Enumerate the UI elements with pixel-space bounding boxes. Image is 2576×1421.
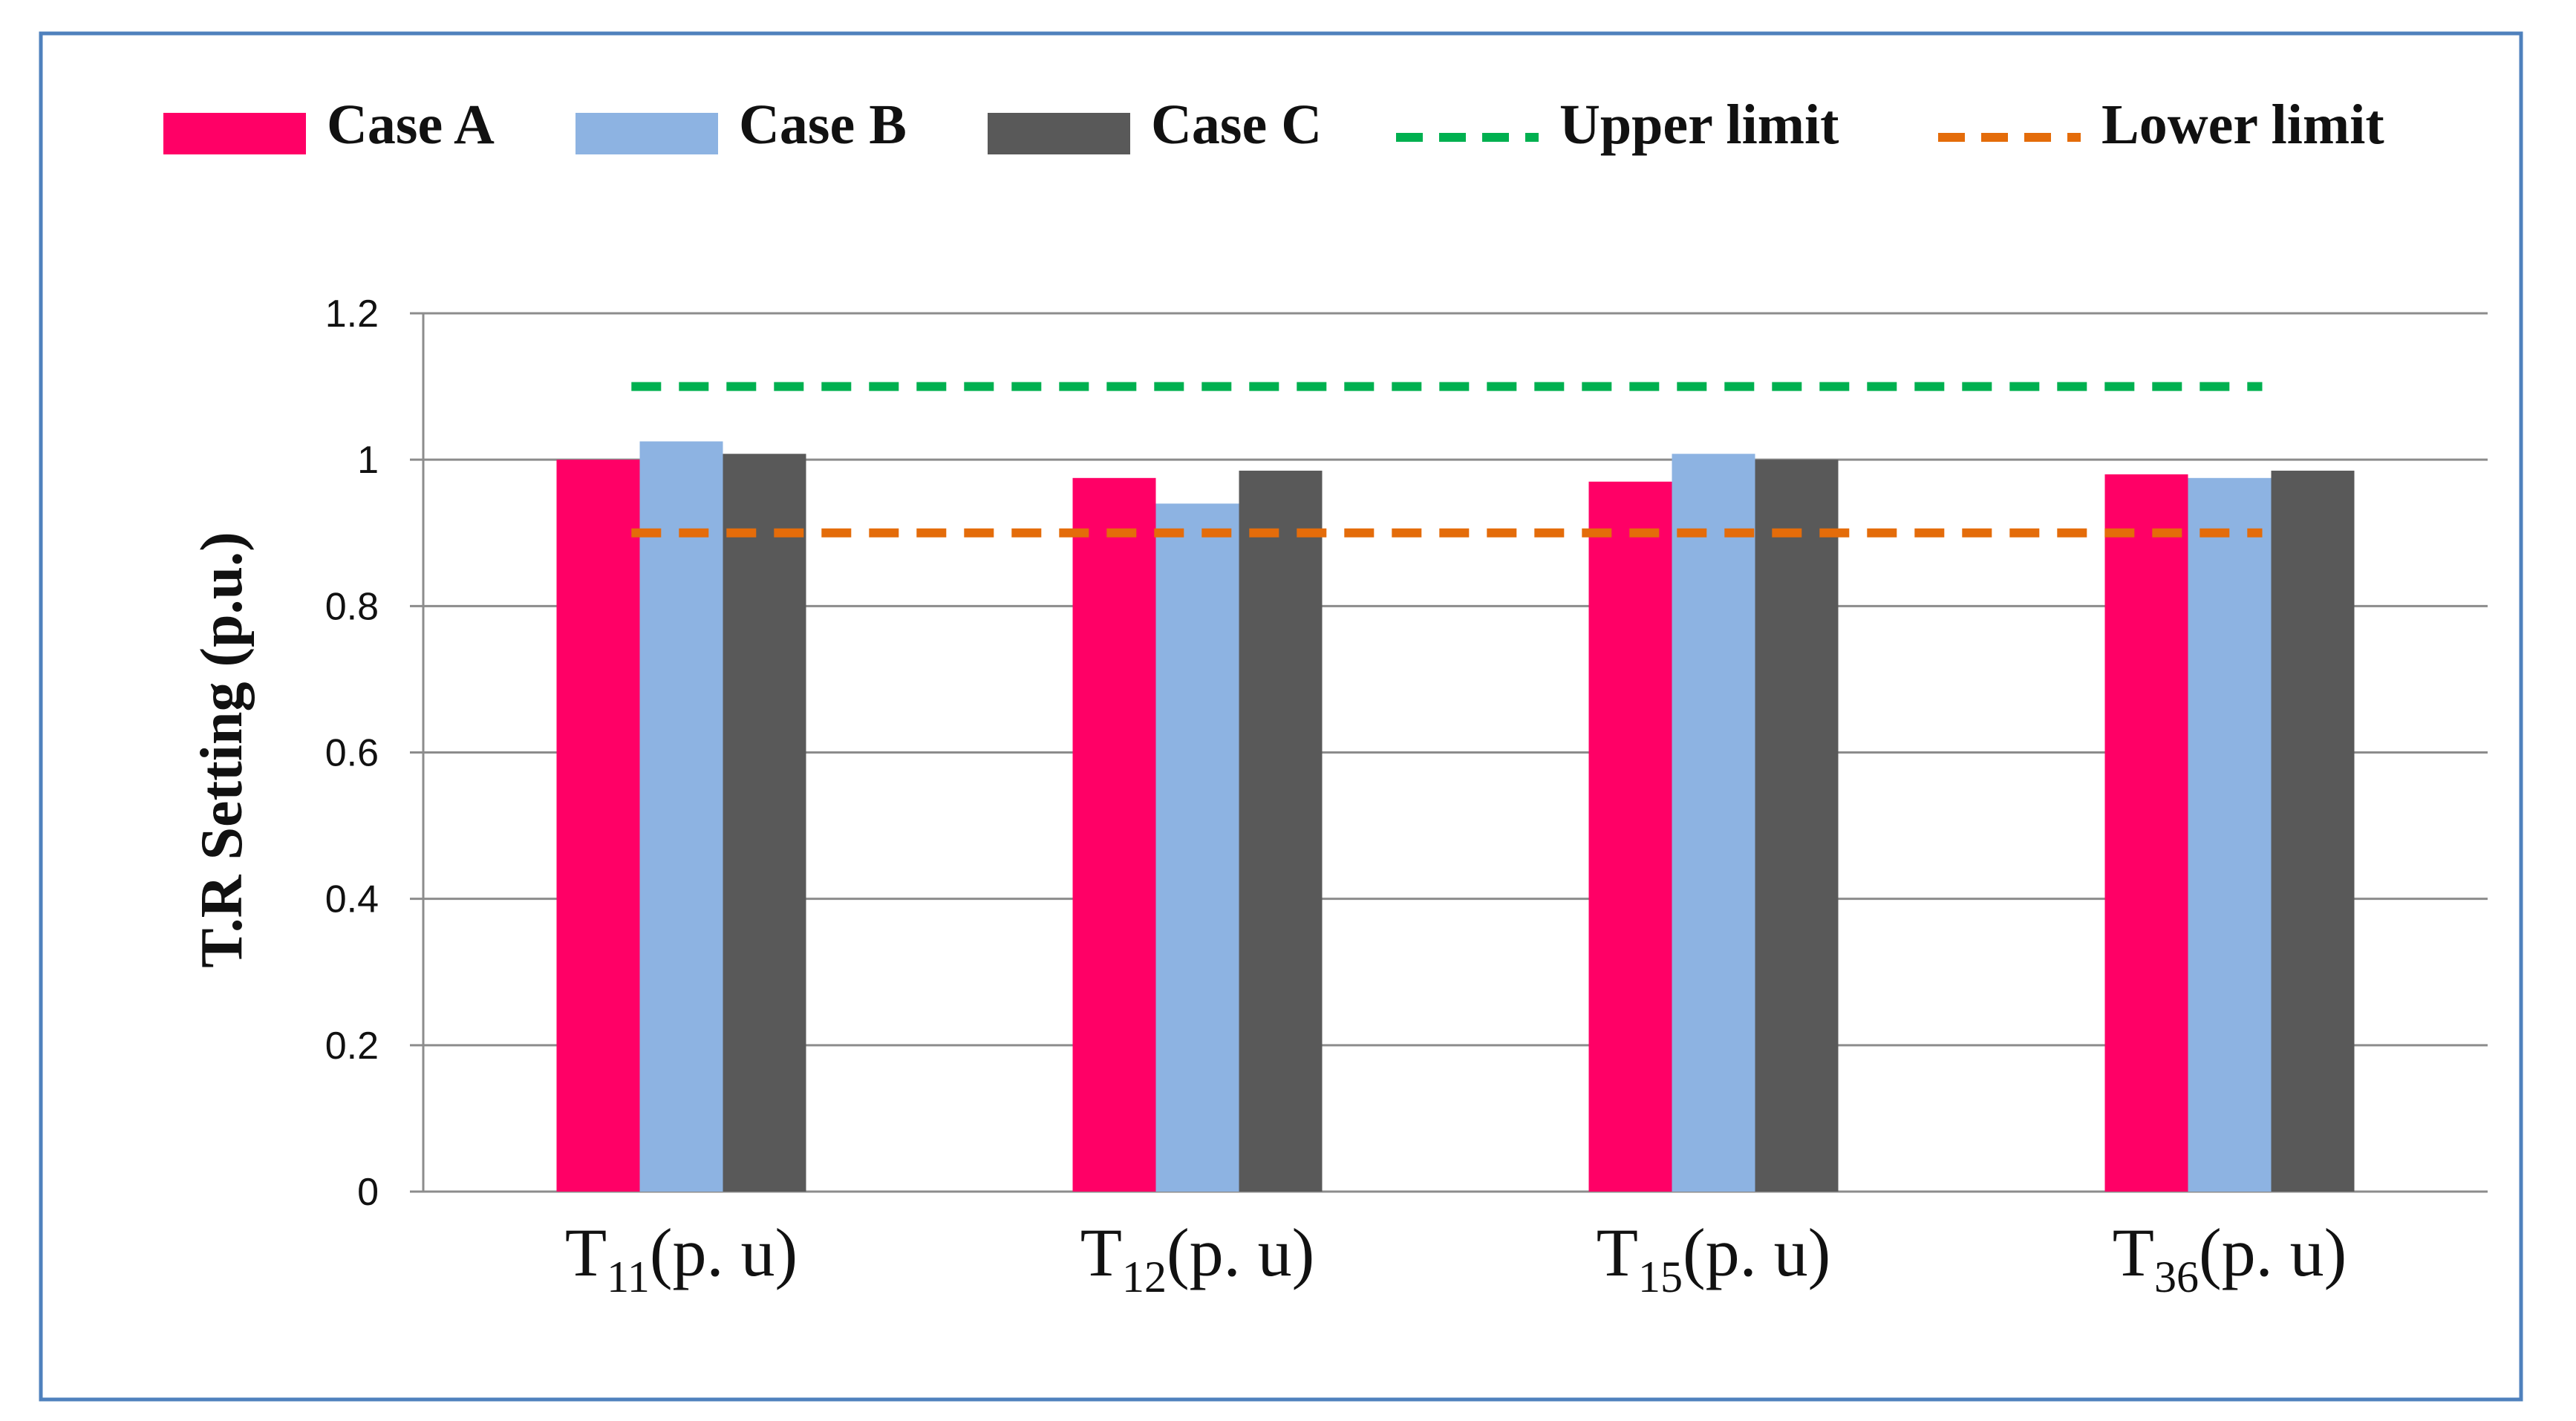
x-category-subscript: 12 [1122, 1252, 1167, 1301]
x-category-label: T12(p. u) [1080, 1215, 1314, 1301]
bars [556, 441, 2355, 1192]
x-category-main: T [2113, 1215, 2154, 1290]
y-tick-label: 1.2 [325, 293, 379, 336]
bar-case-b [2188, 477, 2272, 1192]
y-tick-label: 0.6 [325, 732, 379, 775]
bar-case-c [723, 454, 806, 1192]
x-category-subscript: 15 [1638, 1252, 1683, 1301]
bar-case-b [1155, 503, 1239, 1192]
legend-label-case-b: Case B [739, 94, 907, 156]
legend-swatch-case-a [163, 113, 306, 154]
y-tick-label: 1 [357, 439, 379, 482]
bar-case-c [1239, 470, 1323, 1192]
reference-lines [631, 382, 2263, 538]
x-category-label: T36(p. u) [2113, 1215, 2347, 1301]
x-category-suffix: (p. u) [2199, 1215, 2347, 1290]
legend-label-lower-limit: Lower limit [2101, 94, 2384, 156]
x-category-main: T [1597, 1215, 1638, 1290]
x-category-suffix: (p. u) [1683, 1215, 1830, 1290]
y-axis-label: T.R Setting (p.u.) [189, 532, 255, 967]
y-axis: 0 0.2 0.4 0.6 0.8 1 1.2 [325, 293, 425, 1214]
x-category-subscript: 36 [2154, 1252, 2199, 1301]
legend: Case A Case B Case C Upper limit Lower limit [163, 94, 2384, 156]
x-category-subscript: 11 [607, 1252, 650, 1301]
bar-case-a [556, 460, 640, 1192]
x-category-label: T11(p. u) [565, 1215, 798, 1301]
legend-label-upper-limit: Upper limit [1559, 94, 1839, 156]
x-category-suffix: (p. u) [1167, 1215, 1314, 1290]
bar-case-c [1755, 460, 1839, 1192]
x-category-main: T [1080, 1215, 1122, 1290]
y-tick-label: 0.2 [325, 1025, 379, 1068]
legend-swatch-case-b [575, 113, 718, 154]
y-tick-label: 0.4 [325, 878, 379, 921]
bar-case-a [2104, 474, 2188, 1192]
bar-case-a [1072, 477, 1156, 1192]
legend-swatch-case-c [988, 113, 1130, 154]
bar-case-c [2271, 470, 2355, 1192]
bar-case-a [1588, 481, 1672, 1192]
x-axis: T11(p. u) T12(p. u) T15(p. u) T36(p. u) [565, 1215, 2347, 1301]
y-tick-label: 0.8 [325, 585, 379, 628]
bar-case-b [639, 441, 723, 1192]
y-tick-label: 0 [357, 1171, 379, 1214]
x-category-suffix: (p. u) [650, 1215, 798, 1290]
bar-case-b [1672, 454, 1755, 1192]
x-category-main: T [565, 1215, 607, 1290]
legend-label-case-c: Case C [1151, 94, 1322, 156]
legend-label-case-a: Case A [327, 94, 495, 156]
x-category-label: T15(p. u) [1597, 1215, 1830, 1301]
